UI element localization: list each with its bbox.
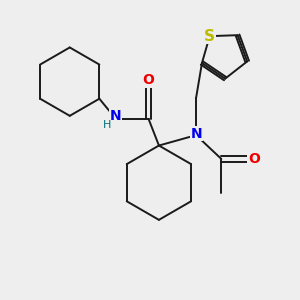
Text: S: S: [204, 29, 215, 44]
Text: N: N: [110, 109, 122, 123]
Text: N: N: [190, 127, 202, 141]
Text: H: H: [103, 120, 112, 130]
Text: O: O: [248, 152, 260, 166]
Text: O: O: [142, 73, 154, 87]
